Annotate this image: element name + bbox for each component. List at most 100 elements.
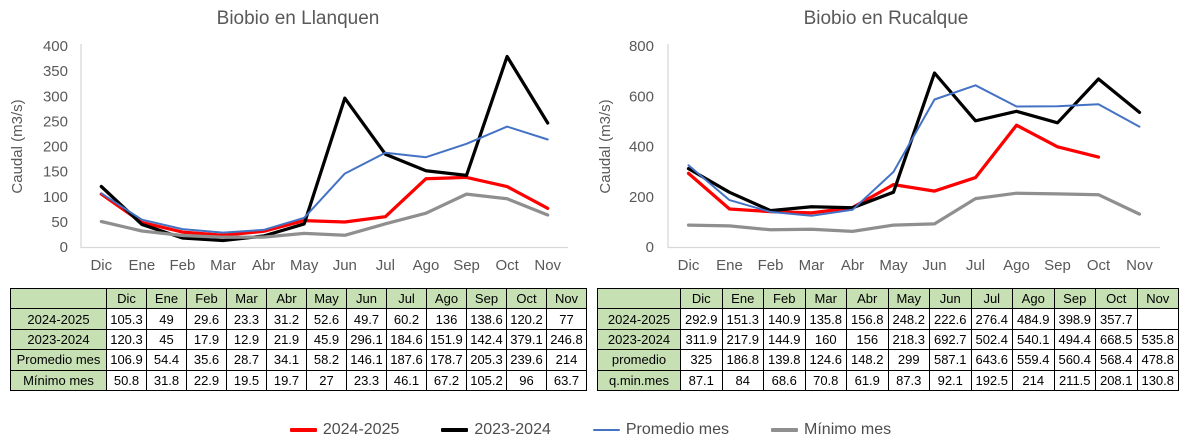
table-cell: 535.8: [1136, 328, 1179, 351]
table-header-cell: Sep: [1053, 287, 1096, 310]
x-tick-label: Mar: [799, 257, 825, 274]
table-cell: 222.6: [929, 308, 972, 330]
y-tick-label: 300: [43, 88, 68, 105]
table-cell: 184.6: [386, 328, 427, 351]
table-cell: 106.9: [106, 349, 147, 371]
table-header-cell: Abr: [266, 287, 307, 310]
table-cell: 136: [426, 308, 467, 330]
table-cell: 398.9: [1053, 308, 1096, 330]
table-cell: 105.3: [106, 308, 147, 330]
x-tick-label: Dic: [90, 257, 112, 274]
table-cell: 140.9: [763, 308, 806, 330]
table-cell: 19.5: [226, 369, 267, 391]
y-tick-label: 600: [629, 88, 654, 105]
table-cell: 45.9: [306, 328, 347, 351]
table-cell: 248.2: [887, 308, 930, 330]
table-cell: 357.7: [1095, 308, 1138, 330]
table-header-cell: May: [306, 287, 347, 310]
chart-biobio-llanquen: Biobio en Llanquen Caudal (m3/s) 0 50 100 150…: [9, 8, 568, 274]
x-tick-label: Abr: [252, 257, 275, 274]
table-cell: 120.2: [506, 308, 547, 330]
table-header-cell: Jun: [346, 287, 387, 310]
table-row: 2024-2025 292.9 151.3 140.9 135.8 156.8 248.2 2…: [597, 308, 1179, 330]
table-cell: 142.4: [466, 328, 507, 351]
table-header-cell: Nov: [546, 287, 587, 310]
legend-item-2024-2025: 2024-2025: [289, 421, 399, 439]
x-tick-label: Oct: [1087, 257, 1111, 274]
x-tick-label: Jul: [376, 257, 395, 274]
y-tick-label: 400: [43, 38, 68, 55]
table-cell: 58.2: [306, 349, 347, 371]
table-cell: 84: [721, 369, 764, 391]
series-line-promedio-mes: [687, 84, 1141, 217]
table-cell: 214: [546, 349, 587, 371]
table-cell: 46.1: [386, 369, 427, 391]
table-header-cell: Oct: [506, 287, 547, 310]
table-row: Mínimo mes 50.8 31.8 22.9 19.5 19.7 27 23.3 46.1…: [10, 369, 587, 391]
x-tick-label: Sep: [453, 257, 480, 274]
series-line-m-nimo-mes: [686, 191, 1142, 234]
series-line-promedio-mes: [100, 125, 549, 234]
table-biobio-llanquen: Dic Ene Feb Mar Abr May Jun Jul Ago Sep Oct Nov 2024…: [10, 287, 587, 391]
y-tick-label: 250: [43, 113, 68, 130]
table-header-cell: Jun: [929, 287, 972, 310]
table-cell: 494.4: [1053, 328, 1096, 351]
table-cell: 559.4: [1012, 349, 1055, 371]
y-tick-label: 400: [629, 139, 654, 156]
table-cell: 246.8: [546, 328, 587, 351]
y-tick-label: 50: [51, 214, 68, 231]
table-row-label: 2024-2025: [10, 308, 107, 330]
y-tick-label: 0: [646, 239, 654, 256]
y-tick-label: 350: [43, 63, 68, 80]
table-cell: 192.5: [970, 369, 1013, 391]
x-tick-label: May: [879, 257, 908, 274]
series-line-2023-2024: [99, 54, 550, 243]
table-cell: [1136, 308, 1179, 330]
table-cell: 587.1: [929, 349, 972, 371]
x-tick-label: Ago: [413, 257, 440, 274]
table-cell: 23.3: [226, 308, 267, 330]
table-cell: 54.4: [146, 349, 187, 371]
table-header-cell: Oct: [1095, 287, 1138, 310]
table-cell: 45: [146, 328, 187, 351]
x-tick-label: Jun: [922, 257, 946, 274]
table-cell: 218.3: [887, 328, 930, 351]
table-cell: 60.2: [386, 308, 427, 330]
table-cell: 92.1: [929, 369, 972, 391]
table-header-cell: Abr: [846, 287, 889, 310]
table-cell: 138.6: [466, 308, 507, 330]
table-cell: 29.6: [186, 308, 227, 330]
table-cell: 178.7: [426, 349, 467, 371]
legend-line-sample: [289, 428, 317, 432]
table-cell: 67.2: [426, 369, 467, 391]
table-cell: 379.1: [506, 328, 547, 351]
table-cell: 217.9: [721, 328, 764, 351]
table-cell: 156.8: [846, 308, 889, 330]
table-cell: 23.3: [346, 369, 387, 391]
chart-biobio-rucalque: Biobio en Rucalque Caudal (m3/s) 0 200 400 60…: [597, 8, 1160, 274]
table-cell: 87.3: [887, 369, 930, 391]
x-tick-label: Ene: [716, 257, 743, 274]
table-header-cell: [597, 287, 681, 310]
table-cell: 156: [846, 328, 889, 351]
table-cell: 21.9: [266, 328, 307, 351]
table-cell: 68.6: [763, 369, 806, 391]
table-row: 2023-2024 120.3 45 17.9 12.9 21.9 45.9 296.1 184…: [10, 328, 587, 351]
table-cell: 12.9: [226, 328, 267, 351]
table-cell: 87.1: [680, 369, 723, 391]
table-cell: 478.8: [1136, 349, 1179, 371]
table-row-label: promedio: [597, 349, 681, 371]
table-cell: 28.7: [226, 349, 267, 371]
table-row-label: 2023-2024: [10, 328, 107, 351]
x-tick-label: May: [290, 257, 319, 274]
table-header-cell: May: [887, 287, 930, 310]
table-row-label: Mínimo mes: [10, 369, 107, 391]
table-row-label: Promedio mes: [10, 349, 107, 371]
table-cell: 502.4: [970, 328, 1013, 351]
x-tick-label: Feb: [170, 257, 196, 274]
table-header-cell: Ene: [721, 287, 764, 310]
table-header-cell: Sep: [466, 287, 507, 310]
table-cell: 70.8: [804, 369, 847, 391]
series-line-2024-2025: [99, 175, 550, 237]
